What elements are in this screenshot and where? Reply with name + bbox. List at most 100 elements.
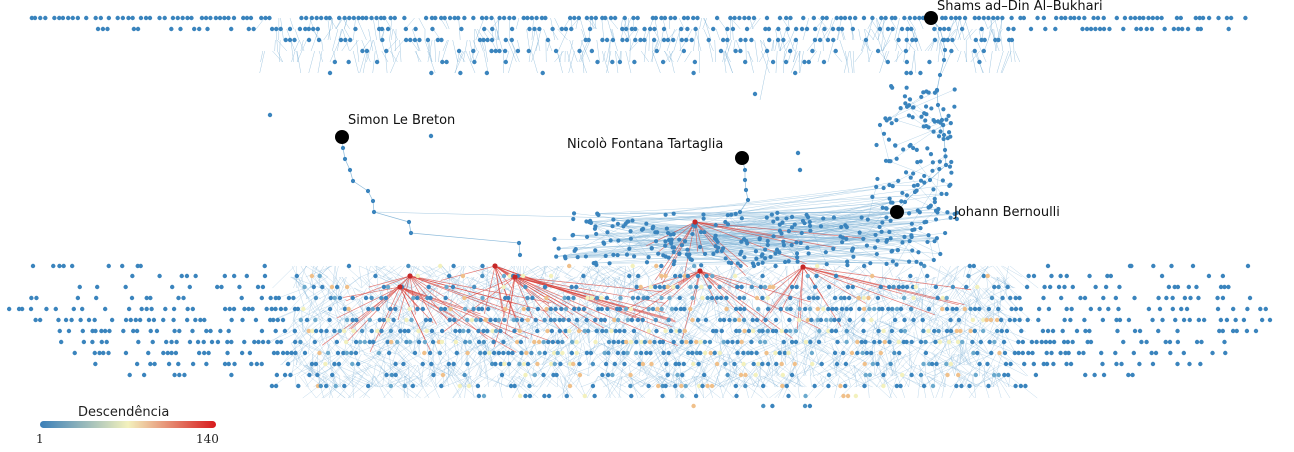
node bbox=[1159, 16, 1163, 20]
node bbox=[196, 340, 200, 344]
node bbox=[755, 318, 759, 322]
node bbox=[968, 329, 972, 333]
node bbox=[343, 38, 347, 42]
node bbox=[743, 38, 747, 42]
node bbox=[561, 318, 565, 322]
node bbox=[807, 296, 811, 300]
node bbox=[370, 329, 374, 333]
node bbox=[1013, 351, 1017, 355]
node bbox=[574, 351, 578, 355]
node bbox=[245, 16, 249, 20]
node bbox=[675, 285, 679, 289]
node bbox=[883, 340, 887, 344]
node bbox=[1114, 362, 1118, 366]
node bbox=[1186, 27, 1190, 31]
node bbox=[497, 318, 501, 322]
node bbox=[731, 27, 735, 31]
node bbox=[368, 318, 372, 322]
node bbox=[713, 351, 717, 355]
node bbox=[788, 296, 792, 300]
node bbox=[402, 16, 406, 20]
node bbox=[428, 351, 432, 355]
node bbox=[148, 16, 152, 20]
node bbox=[569, 285, 573, 289]
node bbox=[1008, 318, 1012, 322]
node bbox=[654, 318, 658, 322]
node bbox=[330, 373, 334, 377]
node bbox=[574, 340, 578, 344]
node bbox=[1075, 329, 1079, 333]
node bbox=[512, 16, 516, 20]
node bbox=[320, 285, 324, 289]
node bbox=[934, 362, 938, 366]
edge bbox=[356, 40, 358, 62]
node bbox=[323, 362, 327, 366]
node bbox=[7, 307, 11, 311]
node bbox=[311, 27, 315, 31]
edge bbox=[455, 365, 479, 387]
node bbox=[1221, 274, 1225, 278]
node bbox=[738, 49, 742, 53]
node bbox=[169, 351, 173, 355]
node bbox=[949, 329, 953, 333]
node bbox=[818, 38, 822, 42]
node bbox=[57, 264, 61, 268]
node bbox=[945, 329, 949, 333]
node bbox=[600, 307, 604, 311]
node bbox=[97, 351, 101, 355]
node bbox=[289, 351, 293, 355]
node bbox=[393, 362, 397, 366]
node bbox=[658, 285, 662, 289]
node bbox=[895, 307, 899, 311]
edge bbox=[715, 40, 716, 62]
node bbox=[834, 274, 838, 278]
node bbox=[1066, 340, 1070, 344]
node bbox=[166, 351, 170, 355]
node bbox=[669, 329, 673, 333]
node bbox=[1202, 318, 1206, 322]
node bbox=[722, 318, 726, 322]
edge bbox=[1002, 51, 1011, 73]
node bbox=[480, 16, 484, 20]
node bbox=[985, 362, 989, 366]
node bbox=[794, 38, 798, 42]
node bbox=[339, 38, 343, 42]
node bbox=[313, 340, 317, 344]
node bbox=[797, 318, 801, 322]
edge bbox=[995, 376, 1001, 398]
node bbox=[990, 296, 994, 300]
node bbox=[350, 362, 354, 366]
node bbox=[1133, 329, 1137, 333]
node bbox=[232, 307, 236, 311]
node bbox=[478, 318, 482, 322]
node bbox=[877, 340, 881, 344]
node bbox=[38, 16, 42, 20]
node bbox=[96, 27, 100, 31]
node bbox=[567, 264, 571, 268]
node bbox=[185, 307, 189, 311]
node bbox=[556, 351, 560, 355]
edge bbox=[374, 212, 409, 222]
node bbox=[924, 351, 928, 355]
node bbox=[310, 362, 314, 366]
edge bbox=[948, 343, 973, 365]
node bbox=[1164, 296, 1168, 300]
node bbox=[1000, 329, 1004, 333]
node bbox=[1221, 329, 1225, 333]
node bbox=[328, 16, 332, 20]
node bbox=[890, 307, 894, 311]
node bbox=[1068, 318, 1072, 322]
edge bbox=[297, 354, 302, 365]
node bbox=[124, 318, 128, 322]
node bbox=[742, 307, 746, 311]
node bbox=[971, 318, 975, 322]
node bbox=[1022, 16, 1026, 20]
node bbox=[144, 307, 148, 311]
node bbox=[743, 168, 747, 172]
node bbox=[1058, 351, 1062, 355]
node bbox=[644, 351, 648, 355]
node bbox=[618, 296, 622, 300]
edge bbox=[848, 266, 858, 277]
node bbox=[163, 16, 167, 20]
node bbox=[821, 307, 825, 311]
